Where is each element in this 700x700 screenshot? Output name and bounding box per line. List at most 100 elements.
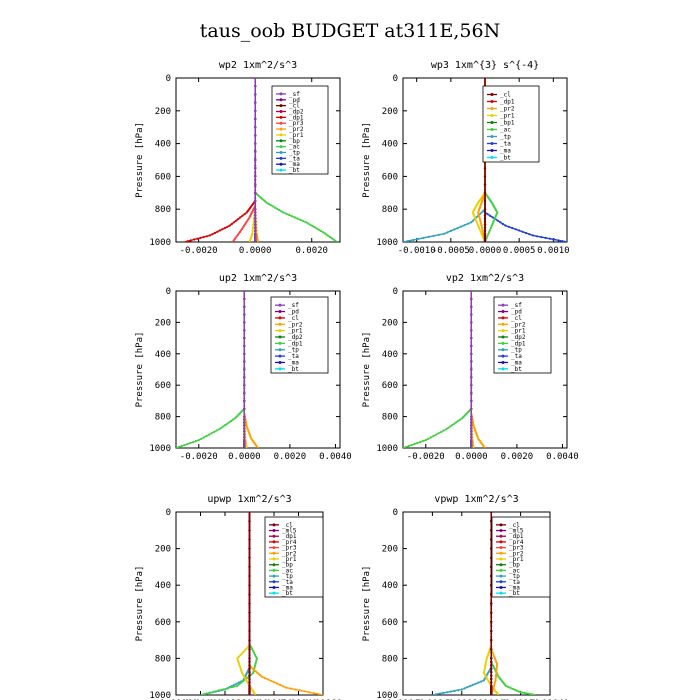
series-point (248, 620, 251, 623)
legend-marker (279, 168, 283, 172)
series-point (199, 236, 202, 239)
series-point (492, 221, 495, 224)
series-point (459, 418, 462, 421)
series-point (234, 417, 237, 420)
series-point (494, 677, 497, 680)
series-point (437, 432, 440, 435)
legend-marker (279, 162, 283, 166)
series-point (470, 430, 473, 433)
series-point (248, 520, 251, 523)
series-point (521, 230, 524, 233)
legend-label: _tp (511, 347, 522, 354)
series-line (403, 78, 486, 242)
y-axis-label: Pressure [hPa] (135, 122, 145, 198)
series-point (248, 584, 251, 587)
y-tick-label: 600 (382, 172, 398, 182)
figure-title: taus_oob BUDGET at311E,56N (199, 20, 501, 42)
series-point (246, 646, 250, 649)
series-point (243, 368, 246, 371)
series-point (327, 234, 330, 237)
series-point (528, 233, 531, 236)
legend-marker (501, 360, 505, 364)
legend-label: _bt (289, 167, 300, 174)
series-point (226, 225, 229, 228)
legend-marker (279, 92, 283, 96)
series-point (504, 224, 507, 227)
series-point (271, 205, 274, 208)
series-point (245, 211, 248, 214)
legend-marker (279, 145, 283, 149)
series-point (486, 234, 489, 237)
series-point (483, 239, 487, 242)
series-point (254, 226, 257, 229)
series-point (483, 217, 487, 220)
series-point (453, 422, 456, 425)
legend-label: _ac (289, 144, 300, 151)
series-point (218, 428, 221, 431)
series-line (432, 512, 492, 695)
series-point (210, 432, 213, 435)
y-tick-label: 400 (382, 140, 398, 150)
legend-marker (278, 329, 282, 333)
series-point (202, 436, 205, 439)
series-group (176, 291, 259, 448)
x-tick-label: 0.0000 (455, 452, 488, 462)
series-point (319, 229, 322, 232)
series-point (282, 211, 285, 214)
series-point (483, 668, 486, 671)
series-point (481, 228, 484, 231)
series-point (480, 211, 483, 214)
series-point (329, 236, 332, 239)
legend-marker (499, 557, 503, 561)
series-point (453, 689, 456, 693)
series-point (205, 235, 208, 238)
series-point (242, 675, 246, 678)
series-point (244, 222, 247, 226)
series-point (495, 664, 498, 668)
legend-marker (501, 310, 505, 314)
legend-marker (272, 529, 276, 533)
legend-marker (499, 551, 503, 555)
series-point (233, 683, 236, 687)
y-tick-label: 200 (382, 545, 398, 555)
series-point (482, 209, 485, 212)
series-point (254, 150, 257, 153)
series-point (243, 291, 246, 293)
series-point (293, 216, 296, 219)
series-point (299, 218, 302, 221)
x-tick-label: 0.0000 (239, 246, 272, 256)
series-point (186, 240, 189, 242)
legend: _cl_dp1_pr2_pr1_bp1_ac_tp_ta_ma_bt (482, 85, 540, 163)
series-point (248, 660, 251, 663)
series-point (483, 666, 487, 669)
series-point (442, 429, 445, 432)
series-point (239, 666, 242, 669)
series-point (469, 685, 472, 688)
series-point (251, 667, 254, 670)
series-point (254, 101, 257, 104)
legend-label: _pr4 (282, 539, 297, 546)
series-point (499, 221, 502, 224)
legend-label: _cl (511, 315, 522, 322)
series-point (495, 661, 498, 664)
legend: _cl_ml5_dp1_pr4_pr3_pr2_pr1_bp_ac_tp_ta_… (491, 516, 551, 598)
x-tick-label: 0.0005 (503, 246, 536, 256)
legend-marker (272, 591, 276, 595)
series-point (235, 682, 238, 685)
series-point (243, 415, 246, 418)
series-point (470, 424, 473, 427)
series-point (475, 216, 478, 219)
series-point (526, 692, 530, 695)
series-point (557, 239, 560, 242)
series-point (189, 442, 192, 445)
legend-marker (499, 546, 503, 550)
y-axis-label: Pressure [hPa] (362, 122, 372, 198)
series-point (248, 648, 251, 651)
legend: _sf_pd_cl_pr2_pr1_dp2_dp1_tp_ta_ma_bt (270, 296, 329, 374)
series-point (491, 651, 494, 655)
y-tick-label: 400 (382, 581, 398, 591)
series-point (237, 661, 240, 664)
series-point (495, 669, 498, 672)
series-point (490, 660, 493, 663)
series-point (451, 423, 454, 427)
